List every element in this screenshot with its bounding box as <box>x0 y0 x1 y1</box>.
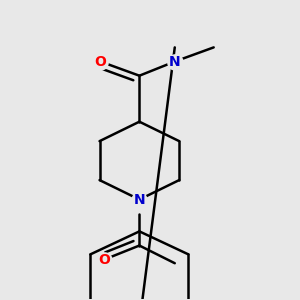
Text: N: N <box>169 55 181 68</box>
Text: O: O <box>94 55 106 68</box>
Text: O: O <box>98 253 110 267</box>
Text: N: N <box>134 193 145 206</box>
